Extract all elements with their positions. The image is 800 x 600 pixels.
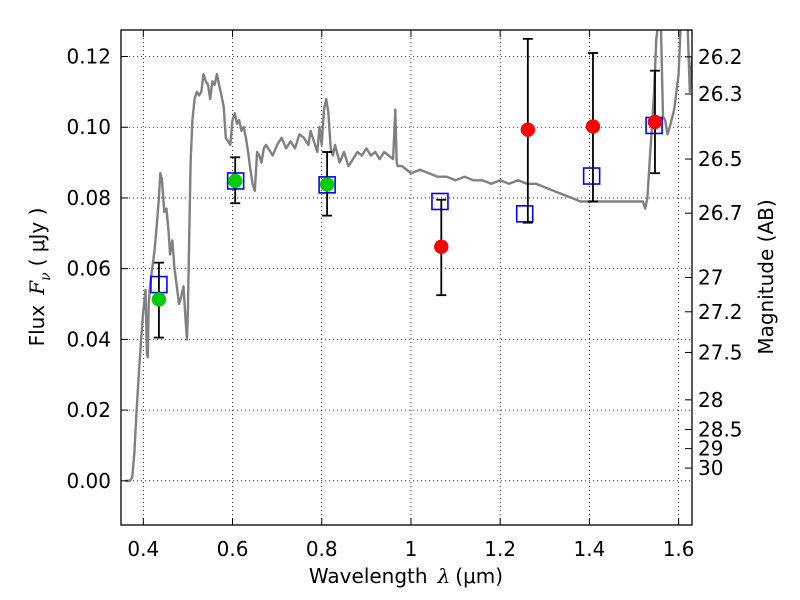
model-spectrum-line <box>125 30 692 482</box>
y-tick-label: 0.04 <box>66 327 111 351</box>
x-tick-label: 0.4 <box>127 537 159 561</box>
mag-tick-label: 27 <box>698 266 723 290</box>
observed-flux-green-point <box>151 292 167 307</box>
y-tick-label: 0.08 <box>66 186 111 210</box>
x-tick-label: 1.6 <box>663 537 695 561</box>
y-tick-label: 0.12 <box>66 45 111 69</box>
observed-flux-green-point <box>319 177 335 192</box>
model-flux-square <box>582 167 601 185</box>
y-tick-label: 0.06 <box>66 257 111 281</box>
x-tick-label: 1 <box>405 537 418 561</box>
plot-area <box>121 30 692 525</box>
x-tick-label: 0.8 <box>306 537 338 561</box>
mag-tick-label: 26.2 <box>698 45 743 69</box>
mag-tick-label: 30 <box>698 456 723 480</box>
observed-flux-red-point <box>434 239 449 254</box>
model-flux-square <box>431 192 449 211</box>
mag-tick-label: 28 <box>698 388 723 412</box>
mag-tick-label: 26.5 <box>698 147 743 171</box>
y2-axis-label: Magnitude (AB) <box>754 199 778 354</box>
mag-tick-label: 27.5 <box>698 340 743 364</box>
observed-flux-red-point <box>647 114 663 130</box>
observed-flux-green-point <box>227 173 243 189</box>
y-tick-label: 0.10 <box>66 115 111 139</box>
mag-tick-label: 27.2 <box>698 300 743 324</box>
tick-marks <box>121 30 692 525</box>
mag-tick-label: 26.3 <box>698 82 743 106</box>
x-tick-label: 1.2 <box>484 537 516 561</box>
mag-tick-label: 28.5 <box>698 418 743 442</box>
x-axis-label: Wavelength λ (μm) <box>309 564 503 588</box>
mag-tick-label: 29 <box>698 437 723 461</box>
grid <box>121 30 692 525</box>
x-tick-label: 0.6 <box>217 537 249 561</box>
observed-flux-red-point <box>585 119 601 134</box>
y-tick-label: 0.02 <box>66 398 111 422</box>
observed-flux-red-point <box>520 122 536 137</box>
tick-labels: 0.4 0.6 0.8 1 1.2 1.4 1.6 0.00 0.02 0.04 0.06 0.08 0… <box>66 45 742 561</box>
y-tick-label: 0.00 <box>66 469 111 493</box>
series-layer <box>125 30 692 482</box>
mag-tick-label: 26.7 <box>698 201 743 225</box>
x-tick-label: 1.4 <box>573 537 605 561</box>
y-axis-label: FluxFν( μJy ) <box>25 208 54 347</box>
